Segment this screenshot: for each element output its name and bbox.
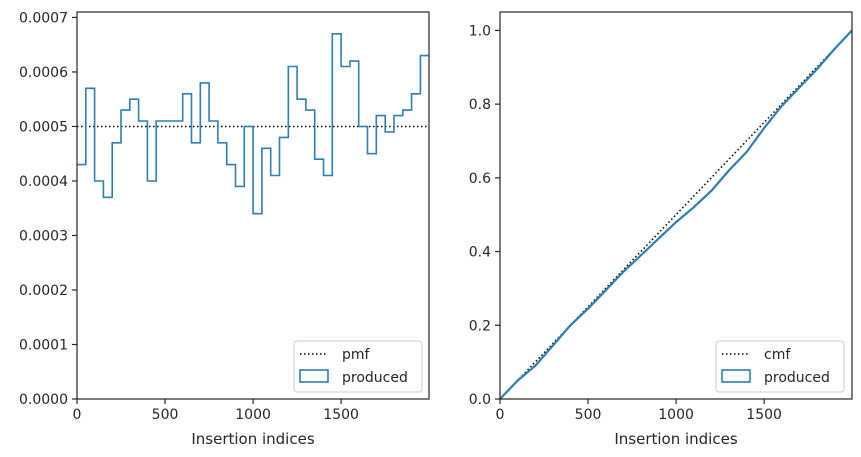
- pmf-legend-label-pmf: pmf: [342, 347, 371, 363]
- cmf-x-tick-label: 500: [575, 407, 602, 423]
- cmf-legend-swatch-produced: [721, 369, 751, 383]
- pmf-y-tick-label: 0.0002: [19, 283, 68, 299]
- cmf-x-tick-label: 1500: [746, 407, 782, 423]
- pmf-legend-box: [293, 340, 423, 393]
- cmf-x-axis-label: Insertion indices: [614, 430, 737, 448]
- pmf-y-tick-label: 0.0000: [19, 392, 68, 408]
- cmf-legend: cmf produced: [715, 340, 845, 393]
- pmf-legend-swatch-produced: [299, 369, 329, 383]
- pmf-y-tick-label: 0.0006: [19, 65, 68, 81]
- pmf-y-tick-label: 0.0001: [19, 337, 68, 353]
- produced-cumulative-line: [499, 29, 853, 400]
- pmf-y-tick-label: 0.0005: [19, 119, 68, 135]
- pmf-y-tick-label: 0.0007: [19, 10, 68, 26]
- pmf-axes-frame: [76, 11, 430, 400]
- pmf-legend-label-produced: produced: [342, 370, 408, 386]
- cmf-legend-label-produced: produced: [764, 370, 830, 386]
- pmf-x-axis-label: Insertion indices: [191, 430, 314, 448]
- pmf-legend: pmf produced: [293, 340, 423, 393]
- cmf-panel: 0 500 1000 1500 0.0 0.2 0.4 0.6 0.8 1.0 Insertion…: [469, 11, 853, 448]
- produced-histogram-step: [77, 33, 429, 215]
- pmf-y-tick-label: 0.0004: [19, 174, 68, 190]
- cmf-legend-box: [715, 340, 845, 393]
- cmf-y-tick-label: 0.0: [469, 392, 491, 408]
- pmf-x-tick-label: 500: [152, 407, 179, 423]
- pmf-x-tick-label: 0: [73, 407, 82, 423]
- pmf-axis-ticks: 0 500 1000 1500 0.0000 0.0001 0.0002 0.0003 0.00…: [19, 10, 359, 423]
- cmf-x-tick-label: 0: [496, 407, 505, 423]
- cmf-y-tick-label: 0.6: [469, 171, 491, 187]
- pmf-x-tick-label: 1000: [235, 407, 271, 423]
- cmf-y-tick-label: 0.2: [469, 318, 491, 334]
- pmf-panel: 0 500 1000 1500 0.0000 0.0001 0.0002 0.0003 0.00…: [19, 10, 430, 448]
- cmf-y-tick-label: 0.4: [469, 245, 491, 261]
- cmf-axes-frame: [499, 11, 853, 400]
- cmf-legend-label-cmf: cmf: [764, 347, 791, 363]
- cmf-y-tick-label: 1.0: [469, 23, 491, 39]
- cmf-axis-ticks: 0 500 1000 1500 0.0 0.2 0.4 0.6 0.8 1.0: [469, 23, 782, 423]
- pmf-y-tick-label: 0.0003: [19, 228, 68, 244]
- pmf-x-tick-label: 1500: [323, 407, 359, 423]
- cmf-x-tick-label: 1000: [658, 407, 694, 423]
- cmf-y-tick-label: 0.8: [469, 97, 491, 113]
